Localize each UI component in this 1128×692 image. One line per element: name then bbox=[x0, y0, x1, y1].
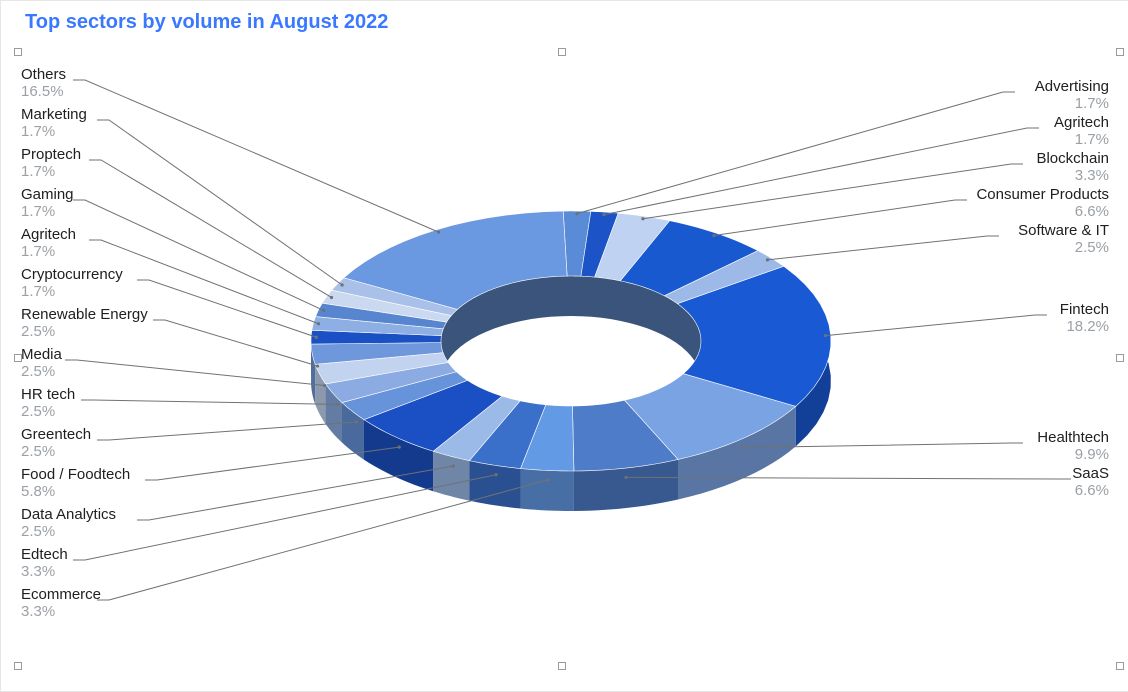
slice-label: Fintech18.2% bbox=[1060, 301, 1109, 336]
slice-label: Advertising1.7% bbox=[1035, 78, 1109, 113]
slice-pct: 2.5% bbox=[21, 523, 55, 540]
slice-name: Marketing bbox=[21, 106, 87, 123]
slice-name: Renewable Energy bbox=[21, 306, 148, 323]
selection-handle[interactable] bbox=[1116, 662, 1124, 670]
slice-pct: 3.3% bbox=[1075, 167, 1109, 184]
labels-layer: Advertising1.7%Agritech1.7%Blockchain3.3… bbox=[1, 1, 1128, 691]
slice-name: Others bbox=[21, 66, 66, 83]
selection-handle[interactable] bbox=[558, 48, 566, 56]
slice-label: Others16.5% bbox=[21, 66, 66, 101]
slice-label: Greentech2.5% bbox=[21, 426, 91, 461]
slice-label: Edtech3.3% bbox=[21, 546, 68, 581]
slice-name: Gaming bbox=[21, 186, 74, 203]
slice-label: Agritech1.7% bbox=[21, 226, 76, 261]
slice-name: SaaS bbox=[1072, 465, 1109, 482]
slice-pct: 16.5% bbox=[21, 83, 64, 100]
slice-name: Edtech bbox=[21, 546, 68, 563]
slice-pct: 1.7% bbox=[1075, 95, 1109, 112]
slice-name: Agritech bbox=[21, 226, 76, 243]
slice-label: Food / Foodtech5.8% bbox=[21, 466, 130, 501]
slice-label: Blockchain3.3% bbox=[1036, 150, 1109, 185]
slice-label: Consumer Products6.6% bbox=[976, 186, 1109, 221]
slice-pct: 9.9% bbox=[1075, 446, 1109, 463]
slice-pct: 6.6% bbox=[1075, 482, 1109, 499]
slice-name: Proptech bbox=[21, 146, 81, 163]
slice-name: Cryptocurrency bbox=[21, 266, 123, 283]
slice-label: Data Analytics2.5% bbox=[21, 506, 116, 541]
slice-name: HR tech bbox=[21, 386, 75, 403]
slice-pct: 2.5% bbox=[21, 403, 55, 420]
selection-handle[interactable] bbox=[558, 662, 566, 670]
selection-handle[interactable] bbox=[14, 48, 22, 56]
slice-pct: 1.7% bbox=[21, 243, 55, 260]
selection-handle[interactable] bbox=[14, 354, 22, 362]
slice-pct: 5.8% bbox=[21, 483, 55, 500]
slice-label: Renewable Energy2.5% bbox=[21, 306, 148, 341]
slice-name: Media bbox=[21, 346, 62, 363]
slice-label: Media2.5% bbox=[21, 346, 62, 381]
selection-handle[interactable] bbox=[1116, 354, 1124, 362]
slice-pct: 2.5% bbox=[21, 363, 55, 380]
slice-label: Marketing1.7% bbox=[21, 106, 87, 141]
slice-pct: 2.5% bbox=[1075, 239, 1109, 256]
selection-handle[interactable] bbox=[14, 662, 22, 670]
chart-frame: Top sectors by volume in August 2022 Adv… bbox=[0, 0, 1128, 692]
slice-name: Consumer Products bbox=[976, 186, 1109, 203]
slice-name: Food / Foodtech bbox=[21, 466, 130, 483]
slice-pct: 3.3% bbox=[21, 563, 55, 580]
slice-pct: 1.7% bbox=[1075, 131, 1109, 148]
slice-name: Blockchain bbox=[1036, 150, 1109, 167]
slice-label: Agritech1.7% bbox=[1054, 114, 1109, 149]
slice-name: Agritech bbox=[1054, 114, 1109, 131]
slice-pct: 3.3% bbox=[21, 603, 55, 620]
slice-label: Healthtech9.9% bbox=[1037, 429, 1109, 464]
slice-pct: 1.7% bbox=[21, 123, 55, 140]
slice-label: HR tech2.5% bbox=[21, 386, 75, 421]
slice-pct: 6.6% bbox=[1075, 203, 1109, 220]
slice-name: Software & IT bbox=[1018, 222, 1109, 239]
slice-pct: 18.2% bbox=[1066, 318, 1109, 335]
slice-pct: 2.5% bbox=[21, 323, 55, 340]
slice-name: Fintech bbox=[1060, 301, 1109, 318]
slice-label: SaaS6.6% bbox=[1072, 465, 1109, 500]
slice-pct: 2.5% bbox=[21, 443, 55, 460]
slice-name: Greentech bbox=[21, 426, 91, 443]
slice-pct: 1.7% bbox=[21, 283, 55, 300]
slice-name: Data Analytics bbox=[21, 506, 116, 523]
slice-name: Ecommerce bbox=[21, 586, 101, 603]
slice-label: Gaming1.7% bbox=[21, 186, 74, 221]
slice-name: Healthtech bbox=[1037, 429, 1109, 446]
slice-pct: 1.7% bbox=[21, 203, 55, 220]
slice-label: Ecommerce3.3% bbox=[21, 586, 101, 621]
slice-label: Software & IT2.5% bbox=[1018, 222, 1109, 257]
slice-label: Cryptocurrency1.7% bbox=[21, 266, 123, 301]
slice-name: Advertising bbox=[1035, 78, 1109, 95]
slice-label: Proptech1.7% bbox=[21, 146, 81, 181]
slice-pct: 1.7% bbox=[21, 163, 55, 180]
selection-handle[interactable] bbox=[1116, 48, 1124, 56]
